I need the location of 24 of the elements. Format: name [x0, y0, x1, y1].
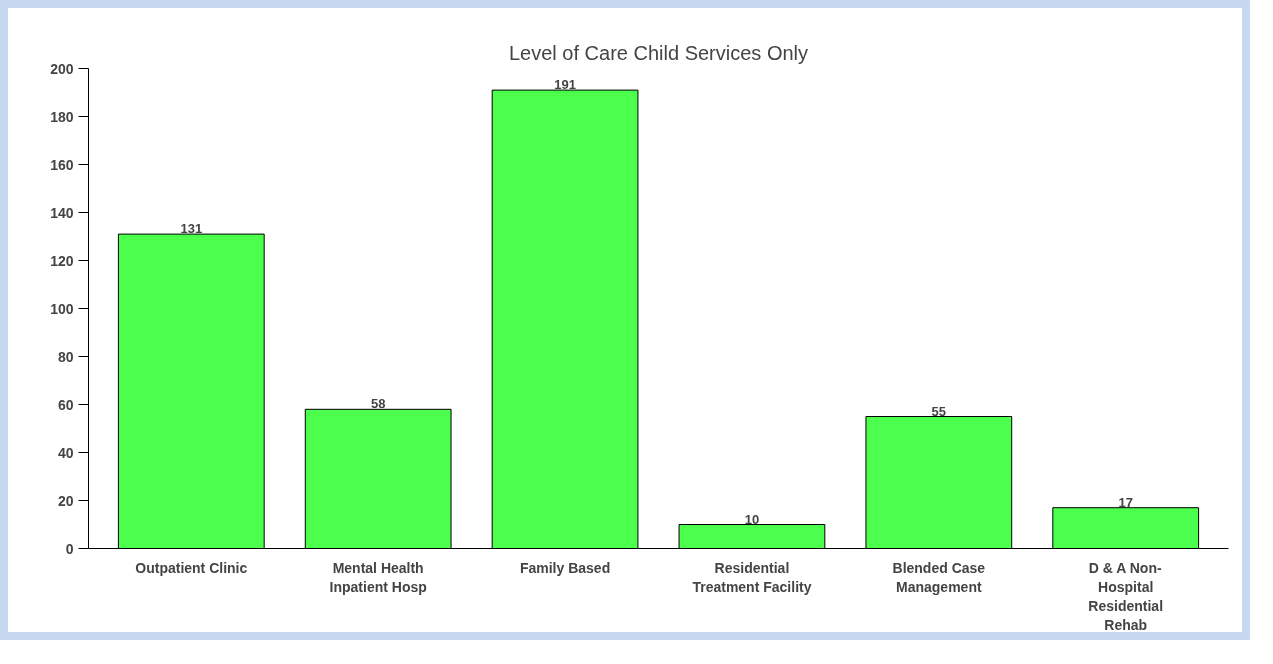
x-tick-label: Residential Treatment Facility	[692, 559, 812, 595]
data-label: 191	[554, 77, 576, 93]
y-tick-label: 40	[57, 444, 74, 461]
chart-title: Level of Care Child Services Only	[508, 41, 809, 64]
data-label: 17	[1118, 494, 1133, 510]
y-tick-label: 0	[65, 540, 74, 557]
y-tick-label: 20	[57, 492, 74, 509]
y-tick-label: 60	[57, 396, 74, 413]
data-label: 55	[931, 403, 947, 419]
x-tick-label: Family Based	[519, 559, 611, 576]
data-label: 131	[180, 221, 203, 237]
y-tick-label: 180	[50, 108, 74, 125]
x-tick-label: Blended Case Management	[892, 559, 986, 595]
y-tick-label: 120	[50, 252, 74, 269]
y-tick-label: 100	[50, 300, 74, 317]
y-tick-label: 140	[50, 204, 74, 221]
x-tick-label: Mental Health Inpatient Hosp	[329, 559, 427, 595]
y-tick-label: 200	[50, 60, 74, 77]
data-label: 58	[370, 396, 386, 412]
x-tick-label: Outpatient Clinic	[135, 559, 248, 576]
y-tick-label: 160	[50, 156, 74, 173]
x-tick-label: D & A Non- Hospital Residential Rehab	[1088, 559, 1164, 634]
data-label: 10	[744, 511, 760, 527]
y-tick-label: 80	[57, 348, 74, 365]
